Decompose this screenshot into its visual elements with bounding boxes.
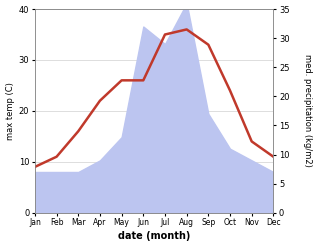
Y-axis label: med. precipitation (kg/m2): med. precipitation (kg/m2) (303, 54, 313, 167)
Y-axis label: max temp (C): max temp (C) (5, 82, 15, 140)
X-axis label: date (month): date (month) (118, 231, 190, 242)
